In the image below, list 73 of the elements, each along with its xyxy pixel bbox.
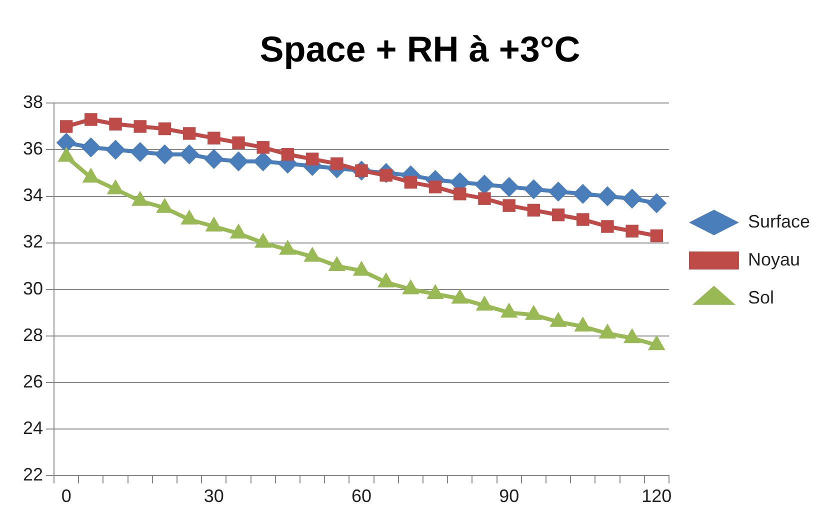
point <box>572 184 593 204</box>
point <box>478 192 491 205</box>
point <box>182 127 196 140</box>
legend-label: Sol <box>748 287 774 308</box>
point <box>208 132 220 144</box>
y-tick-label: 26 <box>22 371 44 392</box>
point <box>377 272 395 288</box>
point <box>451 288 469 304</box>
y-tick-label: 22 <box>22 464 44 484</box>
point <box>574 316 592 332</box>
y-tick-label: 32 <box>22 232 44 252</box>
point <box>428 180 442 194</box>
point <box>550 312 567 327</box>
point <box>109 118 122 130</box>
x-tick-label: 60 <box>351 486 372 506</box>
point <box>330 157 344 170</box>
legend-label: Surface <box>748 211 810 232</box>
point <box>525 304 542 320</box>
point <box>402 279 420 294</box>
point <box>524 179 544 200</box>
point <box>306 152 319 166</box>
point <box>281 148 294 161</box>
point <box>454 188 466 200</box>
point <box>80 137 101 158</box>
point <box>179 144 200 164</box>
point <box>154 144 175 164</box>
y-tick-label: 28 <box>22 324 44 345</box>
point <box>84 113 98 126</box>
legend-label: Noyau <box>748 249 800 270</box>
x-tick-label: 120 <box>642 486 672 506</box>
point <box>500 302 518 318</box>
point <box>232 136 245 150</box>
point <box>204 149 224 170</box>
point <box>256 141 270 154</box>
point <box>106 140 126 160</box>
y-tick-label: 24 <box>22 418 44 438</box>
point <box>646 193 667 214</box>
point <box>279 240 296 255</box>
chart-title: Space + RH à +3°C <box>260 28 580 70</box>
point <box>228 151 249 172</box>
point <box>158 122 172 136</box>
point <box>426 284 444 299</box>
point <box>60 120 73 133</box>
point <box>597 186 618 206</box>
x-tick-label: 0 <box>61 486 72 506</box>
point <box>623 328 641 344</box>
y-tick-label: 30 <box>22 278 44 298</box>
point <box>626 224 638 238</box>
point <box>56 132 76 153</box>
point <box>180 210 198 225</box>
y-tick-label: 34 <box>22 185 44 206</box>
x-tick-label: 30 <box>204 486 224 506</box>
x-tick-label: 90 <box>499 486 520 506</box>
point <box>404 176 418 189</box>
point <box>598 324 616 338</box>
point <box>601 220 614 233</box>
point <box>622 188 642 209</box>
point <box>548 182 568 202</box>
point <box>499 176 520 197</box>
point <box>552 208 565 222</box>
point <box>576 213 590 226</box>
point <box>254 232 272 248</box>
y-tick-label: 36 <box>22 138 44 159</box>
point <box>527 204 540 217</box>
point <box>130 142 150 162</box>
point <box>650 229 664 242</box>
point <box>328 256 346 272</box>
point <box>476 296 494 311</box>
y-tick-label: 38 <box>22 92 44 112</box>
point <box>134 120 146 133</box>
point <box>502 199 516 212</box>
point <box>304 246 321 262</box>
point <box>648 335 666 350</box>
